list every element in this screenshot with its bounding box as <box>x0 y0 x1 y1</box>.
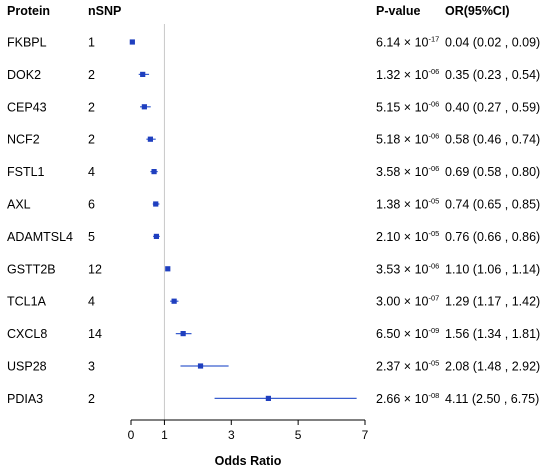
header-nsnp: nSNP <box>88 4 121 18</box>
forest-row: TCL1A 4 3.00 × 10-07 1.29 (1.17 , 1.42) <box>7 294 540 309</box>
x-tick-label: 3 <box>228 428 235 442</box>
p-value: 2.37 × 10-05 <box>376 359 439 374</box>
or-ci-value: 1.10 (1.06 , 1.14) <box>445 262 540 276</box>
or-point <box>129 39 135 45</box>
forest-row: DOK2 2 1.32 × 10-06 0.35 (0.23 , 0.54) <box>7 67 540 82</box>
nsnp-value: 3 <box>88 360 95 374</box>
nsnp-value: 12 <box>88 262 102 276</box>
nsnp-value: 4 <box>88 165 95 179</box>
p-value: 2.66 × 10-08 <box>376 391 439 406</box>
protein-label: USP28 <box>7 360 47 374</box>
p-value: 3.58 × 10-06 <box>376 164 439 179</box>
or-ci-value: 0.58 (0.46 , 0.74) <box>445 133 540 147</box>
header-protein: Protein <box>7 4 50 18</box>
forest-row: FKBPL 1 6.14 × 10-17 0.04 (0.02 , 0.09) <box>7 35 540 50</box>
protein-label: DOK2 <box>7 68 41 82</box>
or-point <box>265 395 271 401</box>
x-tick-label: 0 <box>128 428 135 442</box>
or-point <box>165 266 171 272</box>
or-ci-value: 1.29 (1.17 , 1.42) <box>445 295 540 309</box>
protein-label: PDIA3 <box>7 392 43 406</box>
x-tick-label: 1 <box>161 428 168 442</box>
or-ci-value: 0.40 (0.27 , 0.59) <box>445 100 540 114</box>
header-pvalue: P-value <box>376 4 421 18</box>
or-ci-value: 0.69 (0.58 , 0.80) <box>445 165 540 179</box>
or-point <box>147 136 153 142</box>
protein-label: AXL <box>7 198 31 212</box>
forest-row: USP28 3 2.37 × 10-05 2.08 (1.48 , 2.92) <box>7 359 540 374</box>
nsnp-value: 2 <box>88 133 95 147</box>
nsnp-value: 6 <box>88 198 95 212</box>
p-value: 6.14 × 10-17 <box>376 35 439 50</box>
nsnp-value: 4 <box>88 295 95 309</box>
protein-label: FSTL1 <box>7 165 45 179</box>
p-value: 6.50 × 10-09 <box>376 326 439 341</box>
protein-label: TCL1A <box>7 295 47 309</box>
or-point <box>153 233 160 239</box>
or-ci-value: 0.74 (0.65 , 0.85) <box>445 198 540 212</box>
protein-label: CEP43 <box>7 100 47 114</box>
forest-row: CEP43 2 5.15 × 10-06 0.40 (0.27 , 0.59) <box>7 99 540 114</box>
or-point <box>151 169 157 175</box>
or-ci-value: 2.08 (1.48 , 2.92) <box>445 360 540 374</box>
p-value: 1.38 × 10-05 <box>376 197 439 212</box>
nsnp-value: 2 <box>88 68 95 82</box>
p-value: 3.53 × 10-06 <box>376 261 439 276</box>
or-point <box>141 104 147 110</box>
nsnp-value: 5 <box>88 230 95 244</box>
nsnp-value: 14 <box>88 327 102 341</box>
p-value: 5.18 × 10-06 <box>376 132 439 147</box>
p-value: 5.15 × 10-06 <box>376 99 439 114</box>
x-tick-label: 5 <box>295 428 302 442</box>
or-ci-value: 0.04 (0.02 , 0.09) <box>445 36 540 50</box>
protein-label: GSTT2B <box>7 262 56 276</box>
or-ci-value: 4.11 (2.50 , 6.75) <box>445 392 539 406</box>
nsnp-value: 2 <box>88 100 95 114</box>
protein-label: NCF2 <box>7 133 40 147</box>
forest-row: CXCL8 14 6.50 × 10-09 1.56 (1.34 , 1.81) <box>7 326 540 341</box>
or-point <box>171 298 177 304</box>
p-value: 3.00 × 10-07 <box>376 294 439 309</box>
p-value: 2.10 × 10-05 <box>376 229 439 244</box>
or-ci-value: 1.56 (1.34 , 1.81) <box>445 327 540 341</box>
forest-row: GSTT2B 12 3.53 × 10-06 1.10 (1.06 , 1.14) <box>7 261 540 276</box>
nsnp-value: 1 <box>88 36 95 50</box>
protein-label: ADAMTSL4 <box>7 230 73 244</box>
nsnp-value: 2 <box>88 392 95 406</box>
forest-row: FSTL1 4 3.58 × 10-06 0.69 (0.58 , 0.80) <box>7 164 540 179</box>
protein-label: FKBPL <box>7 36 47 50</box>
or-point <box>180 331 186 337</box>
protein-label: CXCL8 <box>7 327 47 341</box>
forest-row: NCF2 2 5.18 × 10-06 0.58 (0.46 , 0.74) <box>7 132 540 147</box>
header-or-ci: OR(95%CI) <box>445 4 510 18</box>
forest-row: PDIA3 2 2.66 × 10-08 4.11 (2.50 , 6.75) <box>7 391 539 406</box>
or-point <box>140 71 146 77</box>
or-ci-value: 0.76 (0.66 , 0.86) <box>445 230 540 244</box>
or-ci-value: 0.35 (0.23 , 0.54) <box>445 68 540 82</box>
or-point <box>197 363 204 369</box>
p-value: 1.32 × 10-06 <box>376 67 439 82</box>
forest-row: AXL 6 1.38 × 10-05 0.74 (0.65 , 0.85) <box>7 197 540 212</box>
x-tick-label: 7 <box>362 428 369 442</box>
x-axis-title: Odds Ratio <box>215 454 282 468</box>
forest-row: ADAMTSL4 5 2.10 × 10-05 0.76 (0.66 , 0.86) <box>7 229 540 244</box>
or-point <box>153 201 159 207</box>
